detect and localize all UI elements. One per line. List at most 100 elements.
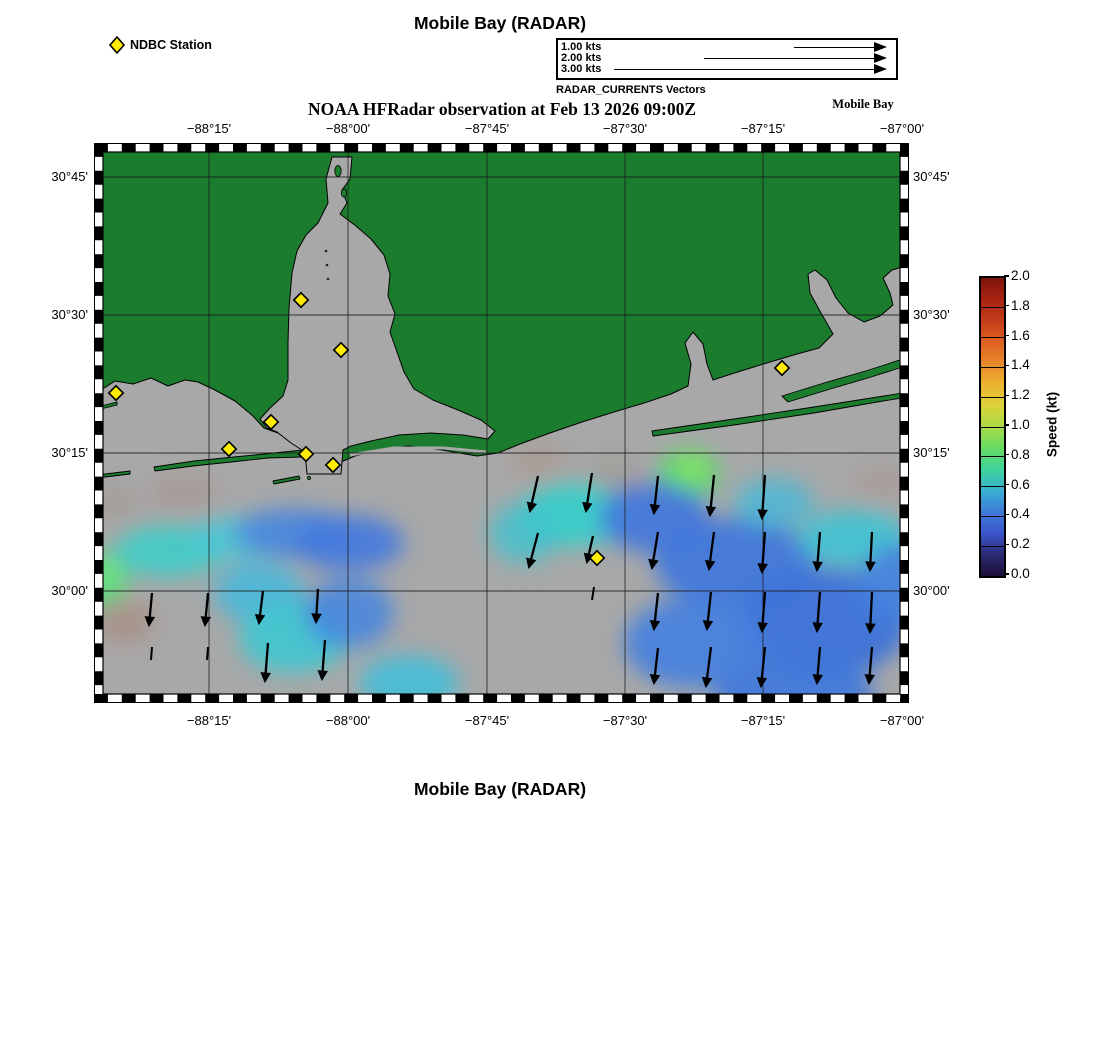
station-diamond bbox=[107, 384, 125, 402]
vector-legend-line bbox=[614, 68, 876, 70]
colorbar-tick bbox=[1004, 275, 1009, 277]
y-tick-right: 30°30' bbox=[913, 307, 950, 322]
x-tick-top: −88°15' bbox=[186, 121, 232, 136]
colorbar-tick-label: 1.6 bbox=[1011, 327, 1030, 343]
colorbar-tick bbox=[1004, 513, 1009, 516]
vector-legend-label: 1.00 kts bbox=[561, 40, 602, 53]
vector-legend-arrowhead-icon bbox=[874, 63, 887, 74]
vector-scale-legend: 1.00 kts 2.00 kts 3.00 kts bbox=[556, 38, 898, 80]
colorbar-tick-label: 2.0 bbox=[1011, 268, 1030, 283]
region-small-label: Mobile Bay bbox=[832, 97, 894, 111]
colorbar-segment-line bbox=[981, 515, 1004, 517]
graticule-grid bbox=[103, 152, 900, 694]
bottom-title: Mobile Bay (RADAR) bbox=[413, 779, 587, 799]
mouth-islet-dot bbox=[307, 476, 311, 480]
current-vectors bbox=[144, 472, 876, 689]
x-tick-bottom: −88°00' bbox=[325, 713, 371, 728]
y-tick-right: 30°15' bbox=[913, 445, 950, 460]
colorbar-segment-line bbox=[981, 545, 1004, 547]
vector-legend-row: 3.00 kts bbox=[558, 62, 896, 75]
colorbar-tick-label: 0.8 bbox=[1011, 446, 1030, 462]
x-tick-top: −87°45' bbox=[464, 121, 510, 136]
colorbar-segment-line bbox=[981, 337, 1004, 339]
vector-legend-caption: RADAR_CURRENTS Vectors bbox=[556, 84, 706, 96]
x-tick-bottom: −87°30' bbox=[602, 713, 648, 728]
station-diamond bbox=[588, 549, 606, 567]
ndbc-legend-label: NDBC Station bbox=[130, 38, 212, 52]
land-shapes bbox=[95, 144, 908, 485]
colorbar-tick bbox=[1004, 364, 1009, 367]
station-diamond bbox=[773, 359, 791, 377]
ndbc-diamond-icon bbox=[108, 35, 126, 55]
x-tick-bottom: −87°45' bbox=[464, 713, 510, 728]
vector-legend-label: 2.00 kts bbox=[561, 51, 602, 64]
top-title: Mobile Bay (RADAR) bbox=[413, 13, 587, 33]
intracoastal-waterway bbox=[349, 446, 487, 457]
checkered-map-border bbox=[94, 143, 909, 703]
x-tick-bottom: −88°15' bbox=[186, 713, 232, 728]
colorbar-tick bbox=[1004, 394, 1009, 396]
x-tick-bottom: −87°15' bbox=[740, 713, 786, 728]
mouth-islet bbox=[272, 475, 301, 485]
colorbar-tick-label: 0.0 bbox=[1011, 566, 1030, 581]
colorbar-tick bbox=[1004, 483, 1009, 486]
colorbar-tick bbox=[1004, 573, 1009, 575]
x-tick-top: −87°30' bbox=[602, 121, 648, 136]
santa-rosa-island bbox=[651, 391, 908, 437]
vector-legend-row: 2.00 kts bbox=[558, 51, 896, 64]
colorbar-tick-label: 1.8 bbox=[1011, 297, 1030, 313]
y-tick-left: 30°45' bbox=[51, 169, 88, 184]
observation-subtitle: NOAA HFRadar observation at Feb 13 2026 … bbox=[307, 99, 697, 119]
colorbar-segment-line bbox=[981, 456, 1004, 458]
vector-legend-arrowhead-icon bbox=[874, 41, 887, 52]
y-tick-left: 30°30' bbox=[51, 307, 88, 322]
mobile-bay-water bbox=[259, 156, 496, 475]
station-diamond bbox=[220, 440, 238, 458]
lagoon-channel bbox=[563, 413, 655, 433]
station-diamond bbox=[297, 445, 315, 463]
colorbar-tick-label: 0.4 bbox=[1011, 506, 1030, 522]
colorbar-segment-line bbox=[981, 366, 1004, 368]
y-tick-left: 30°00' bbox=[51, 583, 88, 598]
ndbc-station-legend: NDBC Station bbox=[108, 35, 212, 55]
station-diamond bbox=[332, 341, 350, 359]
y-tick-right: 30°45' bbox=[913, 169, 950, 184]
speed-colorbar bbox=[979, 276, 1006, 578]
gulf-breeze-peninsula bbox=[781, 356, 908, 403]
colorbar-tick-label: 0.6 bbox=[1011, 476, 1030, 492]
y-tick-left: 30°15' bbox=[51, 445, 88, 460]
colorbar-tick-label: 1.0 bbox=[1011, 417, 1030, 432]
bay-spoil-dots bbox=[324, 249, 330, 281]
vector-legend-arrowhead-icon bbox=[874, 52, 887, 63]
vector-legend-line bbox=[704, 57, 876, 59]
station-diamond bbox=[324, 456, 342, 474]
map-panel bbox=[94, 143, 909, 703]
y-tick-right: 30°00' bbox=[913, 583, 950, 598]
colorbar-tick bbox=[1004, 543, 1009, 545]
x-tick-top: −88°00' bbox=[325, 121, 371, 136]
vector-legend-label: 3.00 kts bbox=[561, 62, 602, 75]
colorbar-tick bbox=[1004, 454, 1009, 456]
colorbar-tick bbox=[1004, 424, 1009, 426]
colorbar-tick-label: 0.2 bbox=[1011, 536, 1030, 552]
map-svg bbox=[94, 143, 909, 703]
colorbar-tick-label: 1.2 bbox=[1011, 387, 1030, 403]
colorbar-tick bbox=[1004, 305, 1009, 307]
colorbar-segment-line bbox=[981, 307, 1004, 309]
x-tick-bottom: −87°00' bbox=[879, 713, 925, 728]
station-diamond bbox=[292, 291, 310, 309]
delta-islands bbox=[334, 165, 347, 198]
colorbar-segment-line bbox=[981, 426, 1004, 428]
vector-legend-line bbox=[794, 46, 876, 48]
colorbar-segment-line bbox=[981, 486, 1004, 488]
x-tick-top: −87°15' bbox=[740, 121, 786, 136]
vector-legend-row: 1.00 kts bbox=[558, 40, 896, 53]
colorbar-title: Speed (kt) bbox=[1044, 391, 1060, 458]
station-diamond bbox=[262, 413, 280, 431]
ndbc-stations bbox=[107, 291, 791, 567]
colorbar-tick bbox=[1004, 334, 1009, 337]
x-tick-top: −87°00' bbox=[879, 121, 925, 136]
colorbar-segment-line bbox=[981, 396, 1004, 398]
colorbar-tick-label: 1.4 bbox=[1011, 357, 1030, 373]
